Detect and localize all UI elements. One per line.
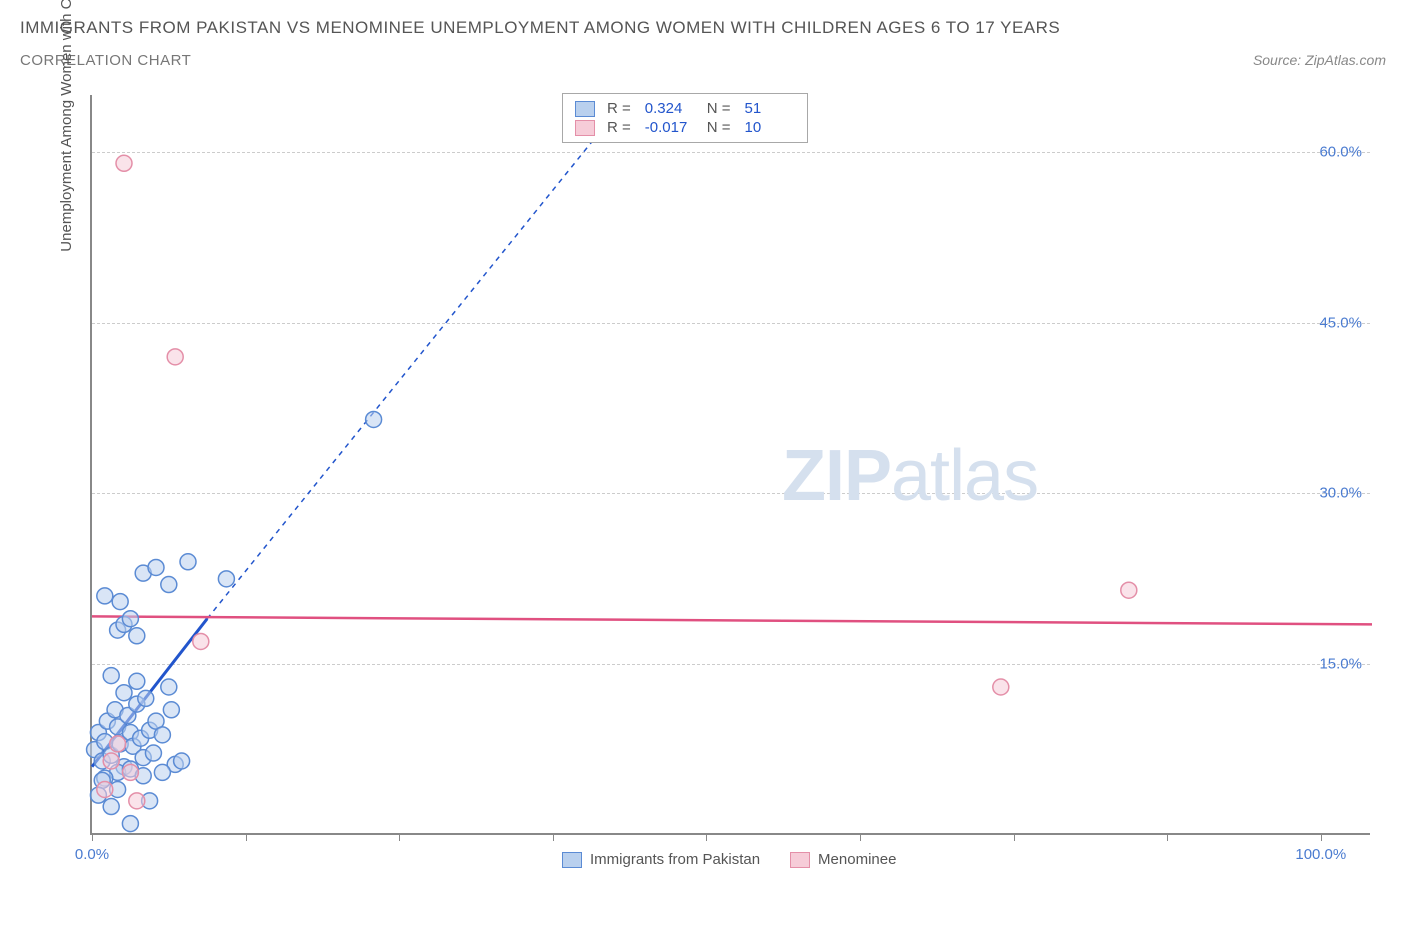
plot-area: ZIPatlas R =0.324N =51R =-0.017N =10 Imm… [90, 95, 1370, 835]
scatter-point [161, 679, 177, 695]
x-tick [246, 833, 247, 841]
chart-subtitle: CORRELATION CHART [20, 52, 191, 69]
legend-stat-row: R = -0.017 N = 10 [575, 119, 795, 136]
x-tick [1321, 833, 1322, 841]
scatter-point [129, 793, 145, 809]
scatter-point [193, 633, 209, 649]
scatter-point [180, 554, 196, 570]
scatter-point [110, 736, 126, 752]
x-tick-label: 0.0% [75, 846, 109, 863]
legend-swatch [575, 101, 595, 117]
legend-series-item: Immigrants from Pakistan [562, 851, 760, 868]
n-label: N = [707, 100, 731, 117]
x-tick [1167, 833, 1168, 841]
legend-stat-row: R = 0.324 N = 51 [575, 100, 795, 117]
y-tick-label: 60.0% [1319, 143, 1362, 160]
y-tick-label: 15.0% [1319, 656, 1362, 673]
y-tick-label: 45.0% [1319, 314, 1362, 331]
n-label: N = [707, 119, 731, 136]
r-value: -0.017 [645, 119, 695, 136]
chart-title: IMMIGRANTS FROM PAKISTAN VS MENOMINEE UN… [20, 18, 1386, 38]
x-tick [706, 833, 707, 841]
scatter-point [122, 764, 138, 780]
chart-container: Unemployment Among Women with Children A… [20, 95, 1386, 915]
regression-line-dashed [207, 95, 629, 619]
scatter-point [122, 816, 138, 832]
r-label: R = [607, 100, 631, 117]
title-block: IMMIGRANTS FROM PAKISTAN VS MENOMINEE UN… [0, 0, 1406, 69]
scatter-point [366, 411, 382, 427]
scatter-point [103, 668, 119, 684]
scatter-point [218, 571, 234, 587]
scatter-point [129, 628, 145, 644]
scatter-point [148, 559, 164, 575]
legend-swatch [790, 852, 810, 868]
x-tick-label: 100.0% [1295, 846, 1346, 863]
scatter-point [103, 799, 119, 815]
legend-series-item: Menominee [790, 851, 896, 868]
scatter-point [167, 349, 183, 365]
y-axis-title: Unemployment Among Women with Children A… [58, 0, 75, 252]
scatter-point [116, 685, 132, 701]
scatter-point [154, 764, 170, 780]
legend-series-label: Immigrants from Pakistan [590, 851, 760, 868]
regression-line [92, 616, 1372, 624]
scatter-point [138, 690, 154, 706]
scatter-point [161, 577, 177, 593]
n-value: 10 [745, 119, 795, 136]
x-tick [1014, 833, 1015, 841]
scatter-point [163, 702, 179, 718]
correlation-legend: R = 0.324 N = 51 R = -0.017 N = 10 [562, 93, 808, 143]
x-tick [860, 833, 861, 841]
scatter-point [103, 753, 119, 769]
legend-swatch [562, 852, 582, 868]
scatter-point [97, 781, 113, 797]
y-tick-label: 30.0% [1319, 485, 1362, 502]
n-value: 51 [745, 100, 795, 117]
r-label: R = [607, 119, 631, 136]
x-tick [92, 833, 93, 841]
scatter-point [112, 594, 128, 610]
scatter-plot-svg [92, 95, 1370, 833]
x-tick [553, 833, 554, 841]
subtitle-row: CORRELATION CHART Source: ZipAtlas.com [20, 52, 1386, 69]
scatter-point [129, 673, 145, 689]
scatter-point [1121, 582, 1137, 598]
scatter-point [116, 155, 132, 171]
x-tick [399, 833, 400, 841]
legend-swatch [575, 120, 595, 136]
scatter-point [993, 679, 1009, 695]
source-label: Source: ZipAtlas.com [1253, 52, 1386, 68]
scatter-point [174, 753, 190, 769]
scatter-point [145, 745, 161, 761]
scatter-point [122, 611, 138, 627]
r-value: 0.324 [645, 100, 695, 117]
legend-series-label: Menominee [818, 851, 896, 868]
scatter-point [97, 588, 113, 604]
series-legend: Immigrants from Pakistan Menominee [562, 851, 896, 868]
scatter-point [154, 727, 170, 743]
